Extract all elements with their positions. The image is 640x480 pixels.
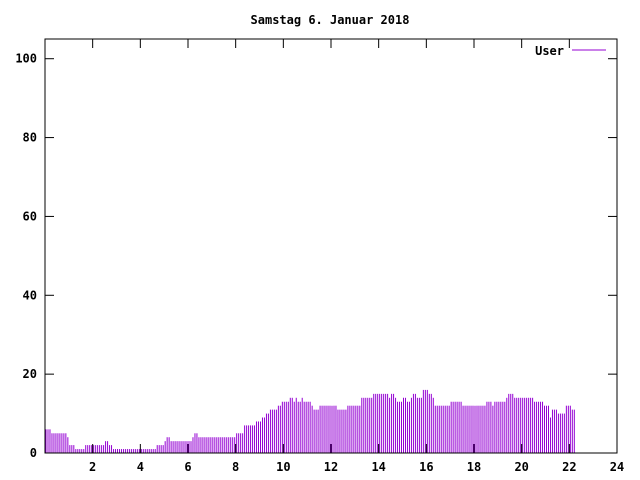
legend: User bbox=[535, 44, 606, 58]
bars-layer bbox=[45, 389, 575, 453]
y-tick-label: 20 bbox=[23, 367, 37, 381]
y-tick-label: 40 bbox=[23, 288, 37, 302]
y-tick-label: 60 bbox=[23, 209, 37, 223]
x-tick-label: 16 bbox=[419, 460, 433, 474]
x-tick-label: 8 bbox=[232, 460, 239, 474]
x-tick-label: 24 bbox=[610, 460, 624, 474]
legend-label: User bbox=[535, 44, 564, 58]
x-tick-label: 4 bbox=[137, 460, 144, 474]
x-tick-label: 14 bbox=[371, 460, 385, 474]
x-tick-label: 18 bbox=[467, 460, 481, 474]
x-tick-label: 22 bbox=[562, 460, 576, 474]
chart-title: Samstag 6. Januar 2018 bbox=[251, 13, 410, 27]
x-tick-label: 10 bbox=[276, 460, 290, 474]
x-tick-label: 12 bbox=[324, 460, 338, 474]
x-tick-label: 20 bbox=[514, 460, 528, 474]
y-tick-label: 0 bbox=[30, 446, 37, 460]
y-tick-label: 100 bbox=[15, 52, 37, 66]
x-tick-label: 6 bbox=[184, 460, 191, 474]
plot-frame bbox=[44, 38, 618, 454]
x-tick-label: 2 bbox=[89, 460, 96, 474]
y-tick-label: 80 bbox=[23, 131, 37, 145]
